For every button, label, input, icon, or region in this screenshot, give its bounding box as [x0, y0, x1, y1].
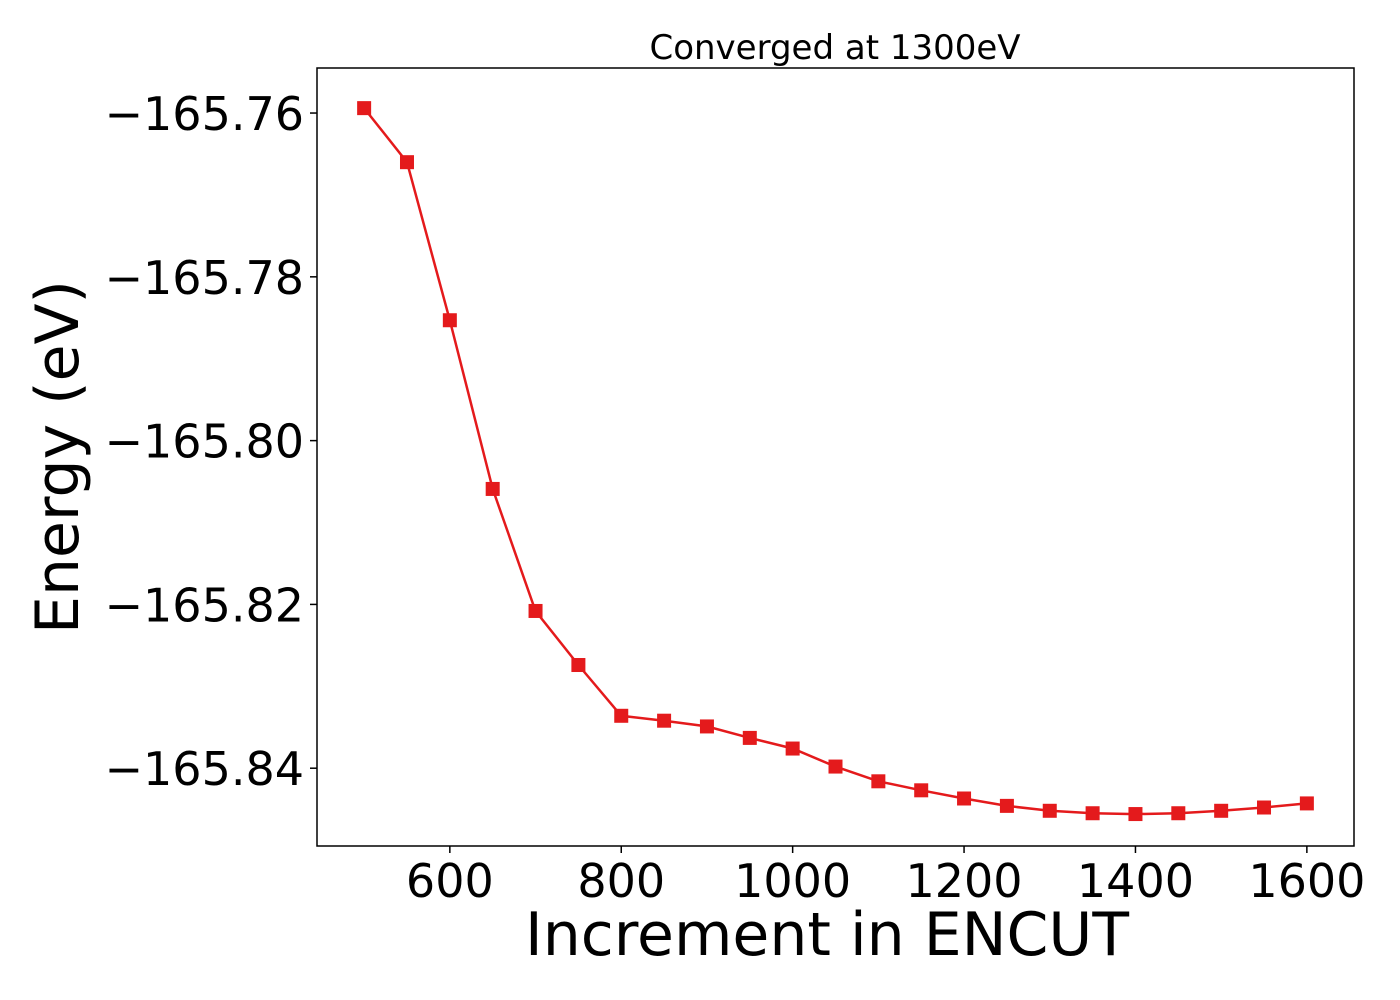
data-point-marker [1128, 807, 1143, 822]
x-tick-label: 1200 [906, 854, 1023, 908]
data-point-marker [999, 798, 1014, 813]
y-tick-label: −165.78 [105, 251, 305, 305]
data-point-marker [785, 741, 800, 756]
data-point-marker [1257, 800, 1272, 815]
y-axis: −165.76 −165.78 −165.80 −165.82 −165.84 [105, 87, 317, 796]
x-tick-label: 1400 [1077, 854, 1194, 908]
data-point-marker [699, 719, 714, 734]
x-tick-label: 600 [406, 854, 494, 908]
data-point-marker [1171, 806, 1186, 821]
data-point-marker [828, 759, 843, 774]
data-point-marker [871, 774, 886, 789]
data-point-marker [442, 313, 457, 328]
data-point-marker [742, 730, 757, 745]
data-point-marker [1299, 796, 1314, 811]
y-tick-label: −165.76 [105, 87, 305, 141]
plot-area-frame [316, 67, 1355, 847]
energy-line [363, 107, 1308, 816]
x-axis-label: Increment in ENCUT [525, 900, 1129, 970]
x-tick-label: 1000 [734, 854, 851, 908]
y-axis-label: Energy (eV) [23, 280, 93, 634]
data-point-marker [571, 658, 586, 673]
x-tick-label: 1600 [1248, 854, 1365, 908]
data-point-marker [1085, 806, 1100, 821]
data-point-marker [914, 783, 929, 798]
data-point-marker [528, 603, 543, 618]
energy-series [357, 101, 1314, 822]
y-tick-label: −165.80 [105, 415, 305, 469]
x-axis: 600 800 1000 1200 1400 1600 [406, 846, 1365, 908]
y-tick-label: −165.82 [105, 578, 305, 632]
data-point-marker [1214, 803, 1229, 818]
data-point-marker [485, 481, 500, 496]
x-tick-label: 800 [577, 854, 665, 908]
chart-title: Converged at 1300eV [649, 28, 1020, 68]
data-point-marker [357, 101, 372, 116]
data-point-marker [399, 155, 414, 170]
data-point-marker [657, 713, 672, 728]
data-point-marker [957, 791, 972, 806]
data-point-marker [614, 708, 629, 723]
data-point-marker [1042, 803, 1057, 818]
y-tick-label: −165.84 [105, 742, 305, 796]
